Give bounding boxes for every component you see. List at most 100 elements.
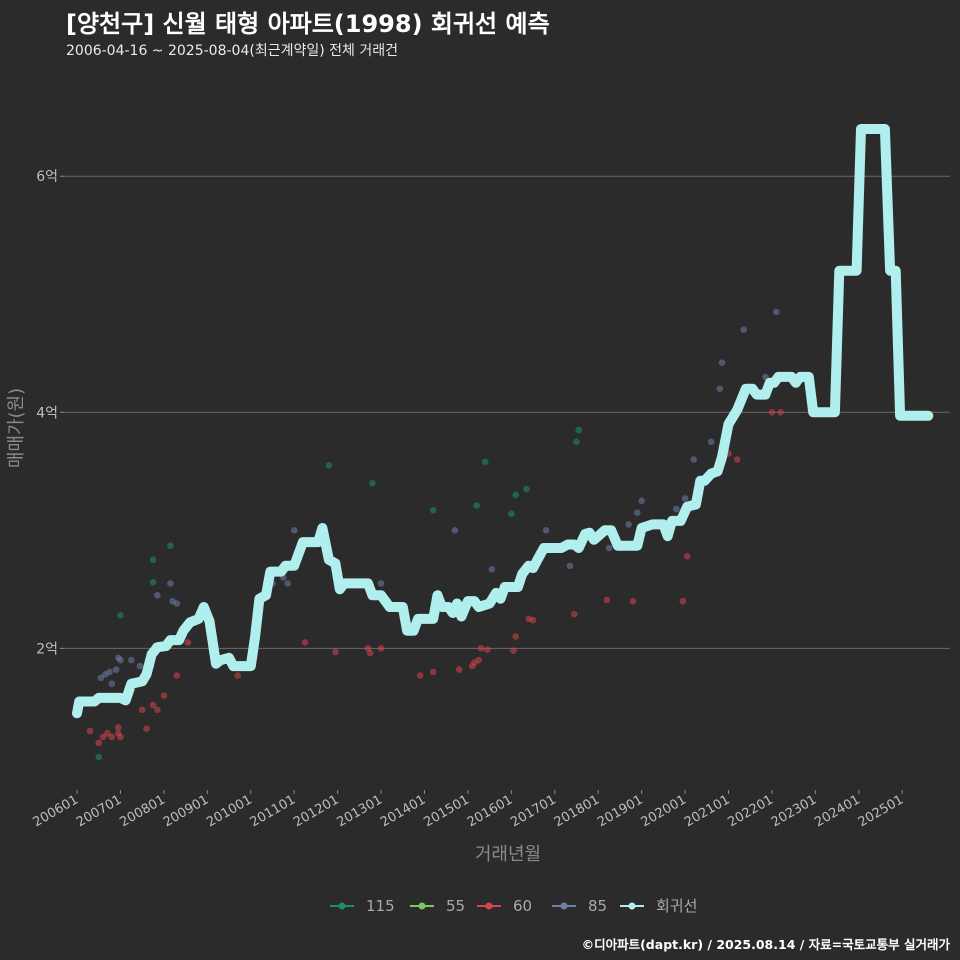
data-point-85 bbox=[284, 580, 291, 587]
data-point-85 bbox=[605, 544, 613, 552]
data-point-60 bbox=[95, 739, 103, 747]
data-point-85 bbox=[290, 527, 298, 534]
x-tick-label: 201501 bbox=[421, 792, 471, 830]
data-point-115 bbox=[481, 458, 489, 466]
legend-item-55: 55 bbox=[410, 897, 465, 915]
data-point-85 bbox=[707, 438, 715, 446]
y-tick-label: 2억 bbox=[36, 641, 58, 657]
data-point-60 bbox=[484, 646, 491, 653]
x-tick-label: 201901 bbox=[595, 792, 645, 830]
data-point-60 bbox=[108, 733, 116, 741]
x-tick-label: 201301 bbox=[335, 792, 385, 830]
data-point-60 bbox=[86, 727, 94, 735]
data-point-85 bbox=[451, 527, 459, 534]
data-point-60 bbox=[679, 597, 687, 605]
legend-label: 115 bbox=[366, 897, 395, 915]
x-tick-label: 200601 bbox=[31, 792, 81, 830]
data-point-60 bbox=[160, 692, 168, 699]
data-point-85 bbox=[740, 326, 748, 333]
data-point-60 bbox=[149, 701, 157, 709]
data-point-85 bbox=[167, 580, 174, 587]
data-point-60 bbox=[366, 649, 374, 657]
x-tick-label: 202301 bbox=[769, 792, 819, 830]
data-point-115 bbox=[429, 506, 437, 514]
data-point-60 bbox=[475, 656, 483, 664]
data-point-115 bbox=[512, 491, 519, 499]
data-point-60 bbox=[234, 672, 242, 679]
data-point-85 bbox=[566, 562, 574, 570]
source-caption: ©디아파트(dapt.kr) / 2025.08.14 / 자료=국토교통부 실… bbox=[581, 937, 950, 952]
legend: 115 55 60 85 회귀선 bbox=[330, 897, 697, 915]
data-point-60 bbox=[455, 666, 463, 673]
data-point-85 bbox=[136, 662, 144, 670]
x-tick-label: 201201 bbox=[291, 792, 341, 830]
data-point-85 bbox=[681, 495, 689, 502]
legend-swatch-dot bbox=[418, 902, 426, 910]
x-tick-label: 202101 bbox=[682, 792, 732, 830]
x-tick-label: 202401 bbox=[812, 792, 862, 830]
data-point-115 bbox=[573, 438, 580, 446]
y-tick-label: 6억 bbox=[36, 169, 58, 185]
data-point-115 bbox=[473, 502, 480, 509]
x-tick-label: 201601 bbox=[465, 792, 515, 830]
data-point-115 bbox=[149, 556, 157, 564]
data-point-60 bbox=[510, 647, 517, 655]
data-point-85 bbox=[542, 527, 550, 534]
data-point-60 bbox=[429, 668, 437, 676]
data-point-115 bbox=[325, 462, 333, 469]
data-point-115 bbox=[508, 510, 515, 518]
data-point-85 bbox=[772, 308, 780, 316]
regression-line bbox=[72, 124, 934, 719]
data-point-85 bbox=[673, 505, 680, 513]
chart-subtitle: 2006-04-16 ~ 2025-08-04(최근계약일) 전체 거래건 bbox=[66, 43, 398, 59]
data-point-85 bbox=[117, 656, 124, 664]
data-point-85 bbox=[108, 680, 116, 688]
data-point-85 bbox=[690, 456, 698, 463]
data-point-115 bbox=[149, 578, 157, 586]
x-tick-label: 201401 bbox=[378, 792, 428, 830]
x-tick-label: 201001 bbox=[204, 792, 254, 830]
data-point-60 bbox=[138, 706, 146, 714]
data-point-85 bbox=[106, 668, 113, 676]
data-point-85 bbox=[112, 666, 120, 673]
data-point-85 bbox=[154, 591, 161, 599]
data-point-60 bbox=[332, 648, 339, 656]
data-point-85 bbox=[488, 565, 496, 573]
scatter-points bbox=[86, 308, 784, 761]
data-point-60 bbox=[154, 706, 161, 714]
x-tick-label: 201101 bbox=[248, 792, 298, 830]
data-point-115 bbox=[575, 426, 582, 434]
data-point-85 bbox=[762, 373, 769, 381]
data-point-85 bbox=[638, 497, 645, 505]
x-tick-label: 202201 bbox=[725, 792, 775, 830]
legend-label: 60 bbox=[513, 897, 532, 915]
legend-item-60: 60 bbox=[477, 897, 532, 915]
data-point-60 bbox=[603, 596, 611, 604]
x-tick-label: 200701 bbox=[74, 792, 124, 830]
data-point-60 bbox=[777, 408, 784, 416]
data-point-60 bbox=[377, 645, 385, 652]
data-point-60 bbox=[512, 633, 519, 640]
legend-swatch-dot bbox=[485, 902, 493, 910]
legend-swatch-dot bbox=[560, 902, 568, 910]
data-point-85 bbox=[377, 580, 385, 587]
data-point-85 bbox=[633, 509, 641, 516]
data-point-115 bbox=[167, 542, 174, 549]
data-point-60 bbox=[301, 639, 309, 646]
x-tick-label: 201701 bbox=[508, 792, 558, 830]
legend-swatch-dot bbox=[338, 902, 346, 910]
data-point-115 bbox=[523, 485, 530, 493]
data-point-115 bbox=[369, 479, 376, 487]
data-point-85 bbox=[716, 385, 724, 392]
data-point-60 bbox=[143, 725, 150, 732]
data-point-115 bbox=[117, 612, 124, 619]
y-tick-label: 4억 bbox=[36, 405, 58, 421]
x-tick-label: 202501 bbox=[856, 792, 906, 830]
data-point-60 bbox=[114, 724, 122, 731]
legend-label: 85 bbox=[588, 897, 607, 915]
data-point-85 bbox=[173, 600, 181, 607]
data-point-115 bbox=[95, 753, 103, 761]
data-point-85 bbox=[128, 656, 135, 664]
chart-title: [양천구] 신월 태형 아파트(1998) 회귀선 예측 bbox=[66, 10, 550, 38]
